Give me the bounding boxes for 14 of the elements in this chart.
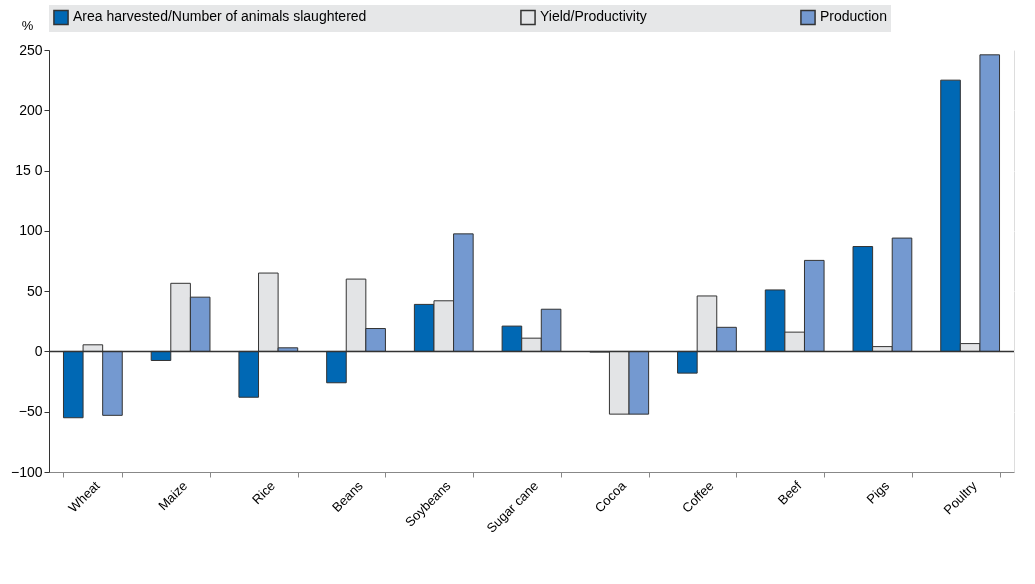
y-axis-title: % xyxy=(21,17,34,33)
y-tick-label: 250 xyxy=(19,41,43,58)
legend-label: Production xyxy=(820,8,887,25)
y-tick-label: 50 xyxy=(26,282,43,299)
y-tick-label: −100 xyxy=(10,463,43,480)
legend-label: Yield/Productivity xyxy=(540,8,647,25)
y-tick-label: −50 xyxy=(18,403,43,420)
y-tick-label: 0 xyxy=(34,342,43,359)
x-tick-label: Rice xyxy=(249,478,279,508)
y-tick-label: 200 xyxy=(19,101,43,118)
x-tick-label: Pigs xyxy=(863,477,893,507)
y-tick-label: 15 0 xyxy=(15,162,43,179)
y-tick-label: 100 xyxy=(19,222,43,239)
legend-label: Area harvested/Number of animals slaughtered xyxy=(73,8,367,25)
